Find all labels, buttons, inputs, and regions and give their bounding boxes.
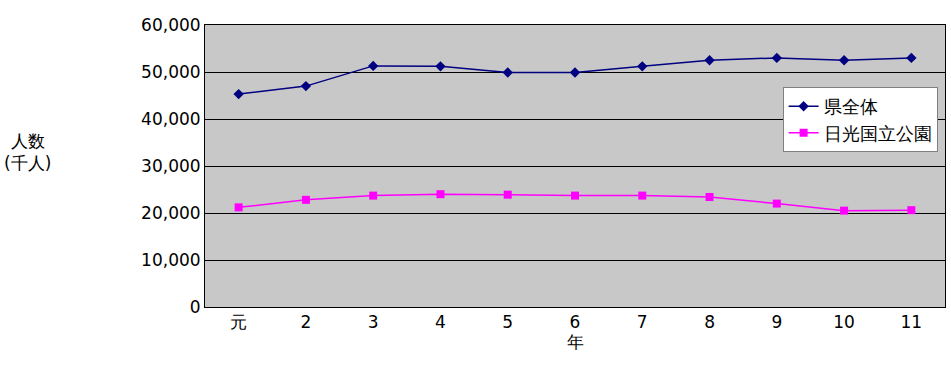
svg-text:60,000: 60,000 [141, 15, 200, 35]
svg-text:人数(千人): 人数(千人) [4, 131, 51, 173]
svg-text:50,000: 50,000 [141, 62, 200, 82]
svg-text:元: 元 [230, 312, 247, 332]
svg-text:40,000: 40,000 [141, 109, 200, 129]
svg-text:20,000: 20,000 [141, 203, 200, 223]
svg-text:30,000: 30,000 [141, 156, 200, 176]
svg-text:年: 年 [567, 332, 584, 352]
svg-text:7: 7 [637, 312, 648, 332]
svg-text:3: 3 [368, 312, 379, 332]
svg-text:4: 4 [435, 312, 446, 332]
svg-text:2: 2 [300, 312, 311, 332]
svg-text:10: 10 [833, 312, 855, 332]
svg-text:11: 11 [901, 312, 923, 332]
svg-text:県全体: 県全体 [824, 96, 878, 117]
svg-text:5: 5 [502, 312, 513, 332]
svg-text:6: 6 [570, 312, 581, 332]
svg-text:8: 8 [704, 312, 715, 332]
svg-text:9: 9 [771, 312, 782, 332]
svg-text:日光国立公園: 日光国立公園 [824, 123, 932, 144]
svg-text:0: 0 [190, 297, 201, 317]
svg-text:10,000: 10,000 [141, 250, 200, 270]
